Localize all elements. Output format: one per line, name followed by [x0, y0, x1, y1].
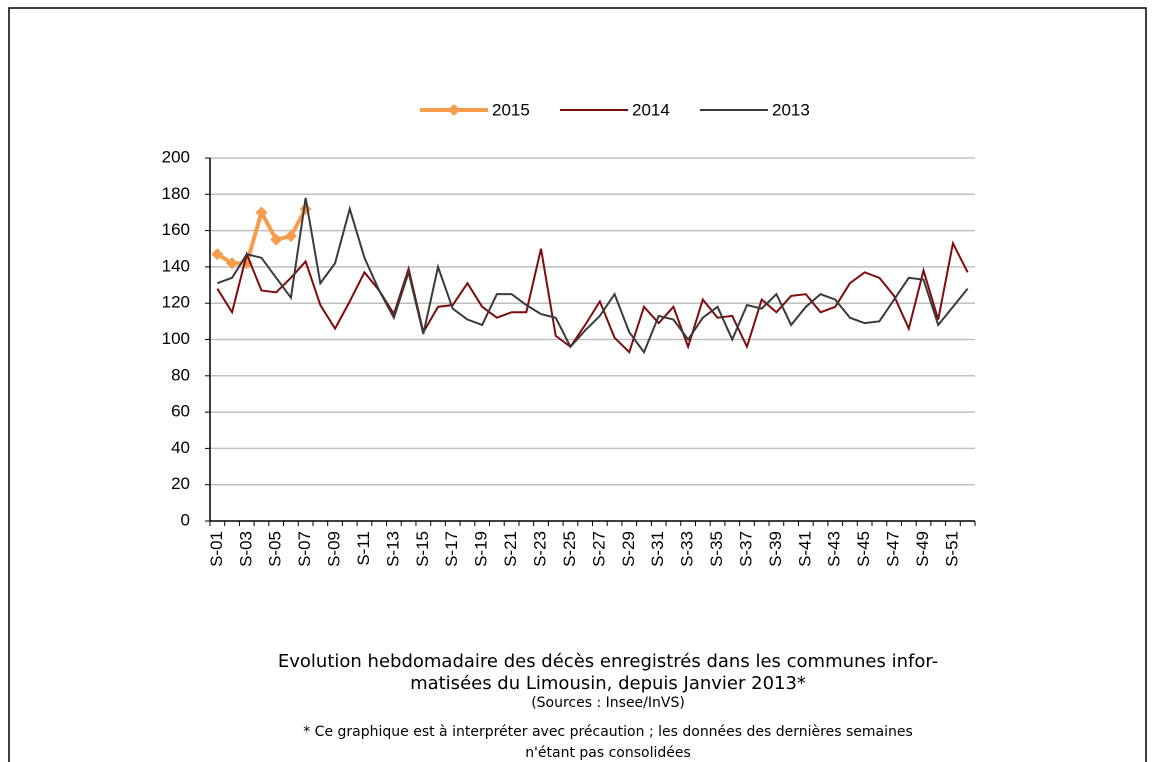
x-tick-label: S-37: [736, 531, 755, 567]
y-tick-label: 140: [162, 256, 190, 275]
x-tick-label: S-15: [413, 531, 432, 567]
x-tick-label: S-27: [589, 531, 608, 567]
x-tick-label: S-17: [442, 531, 461, 567]
caption: Evolution hebdomadaire des décès enregis…: [278, 651, 938, 672]
marker: [211, 248, 224, 261]
x-tick-label: S-05: [266, 531, 285, 567]
x-tick-label: S-35: [707, 531, 726, 567]
x-tick-label: S-41: [795, 531, 814, 567]
y-tick-label: 120: [162, 293, 190, 312]
marker: [270, 233, 283, 246]
legend-label: 2015: [492, 100, 530, 119]
y-tick-label: 100: [162, 329, 190, 348]
caption: n'étant pas consolidées: [525, 745, 691, 761]
legend-label: 2014: [632, 100, 670, 119]
x-tick-label: S-19: [472, 531, 491, 567]
x-tick-label: S-13: [383, 531, 402, 567]
line: [216, 240, 969, 355]
x-tick-label: S-39: [766, 531, 785, 567]
marker: [284, 230, 297, 243]
x-tick-label: S-51: [942, 531, 961, 567]
line: [217, 197, 969, 355]
marker: [255, 206, 268, 219]
x-tick-label: S-43: [825, 531, 844, 567]
x-tick-label: S-21: [501, 531, 520, 567]
marker: [226, 257, 239, 270]
y-tick-label: 20: [171, 474, 190, 493]
y-tick-label: 0: [181, 510, 190, 529]
x-tick-label: S-31: [648, 531, 667, 567]
y-tick-label: 200: [162, 147, 190, 166]
x-tick-label: S-47: [884, 531, 903, 567]
x-tick-label: S-03: [236, 531, 255, 567]
x-tick-label: S-09: [325, 531, 344, 567]
y-tick-label: 80: [171, 365, 190, 384]
y-tick-label: 60: [171, 402, 190, 421]
x-tick-label: S-33: [678, 531, 697, 567]
caption: * Ce graphique est à interpréter avec pr…: [303, 724, 913, 740]
x-tick-label: S-01: [207, 531, 226, 567]
y-tick-label: 180: [162, 184, 190, 203]
frame: [8, 7, 1147, 762]
x-tick-label: S-07: [295, 531, 314, 567]
caption: matisées du Limousin, depuis Janvier 201…: [410, 673, 806, 694]
x-tick-label: S-29: [619, 531, 638, 567]
x-tick-label: S-23: [530, 531, 549, 567]
legend-label: 2013: [772, 100, 810, 119]
y-tick-label: 160: [162, 220, 190, 239]
x-tick-label: S-11: [354, 531, 373, 566]
caption: (Sources : Insee/InVS): [531, 695, 685, 711]
x-tick-label: S-49: [913, 531, 932, 567]
x-tick-label: S-45: [854, 531, 873, 567]
y-tick-label: 40: [171, 438, 190, 457]
x-tick-label: S-25: [560, 531, 579, 567]
legend-marker: [448, 104, 460, 116]
